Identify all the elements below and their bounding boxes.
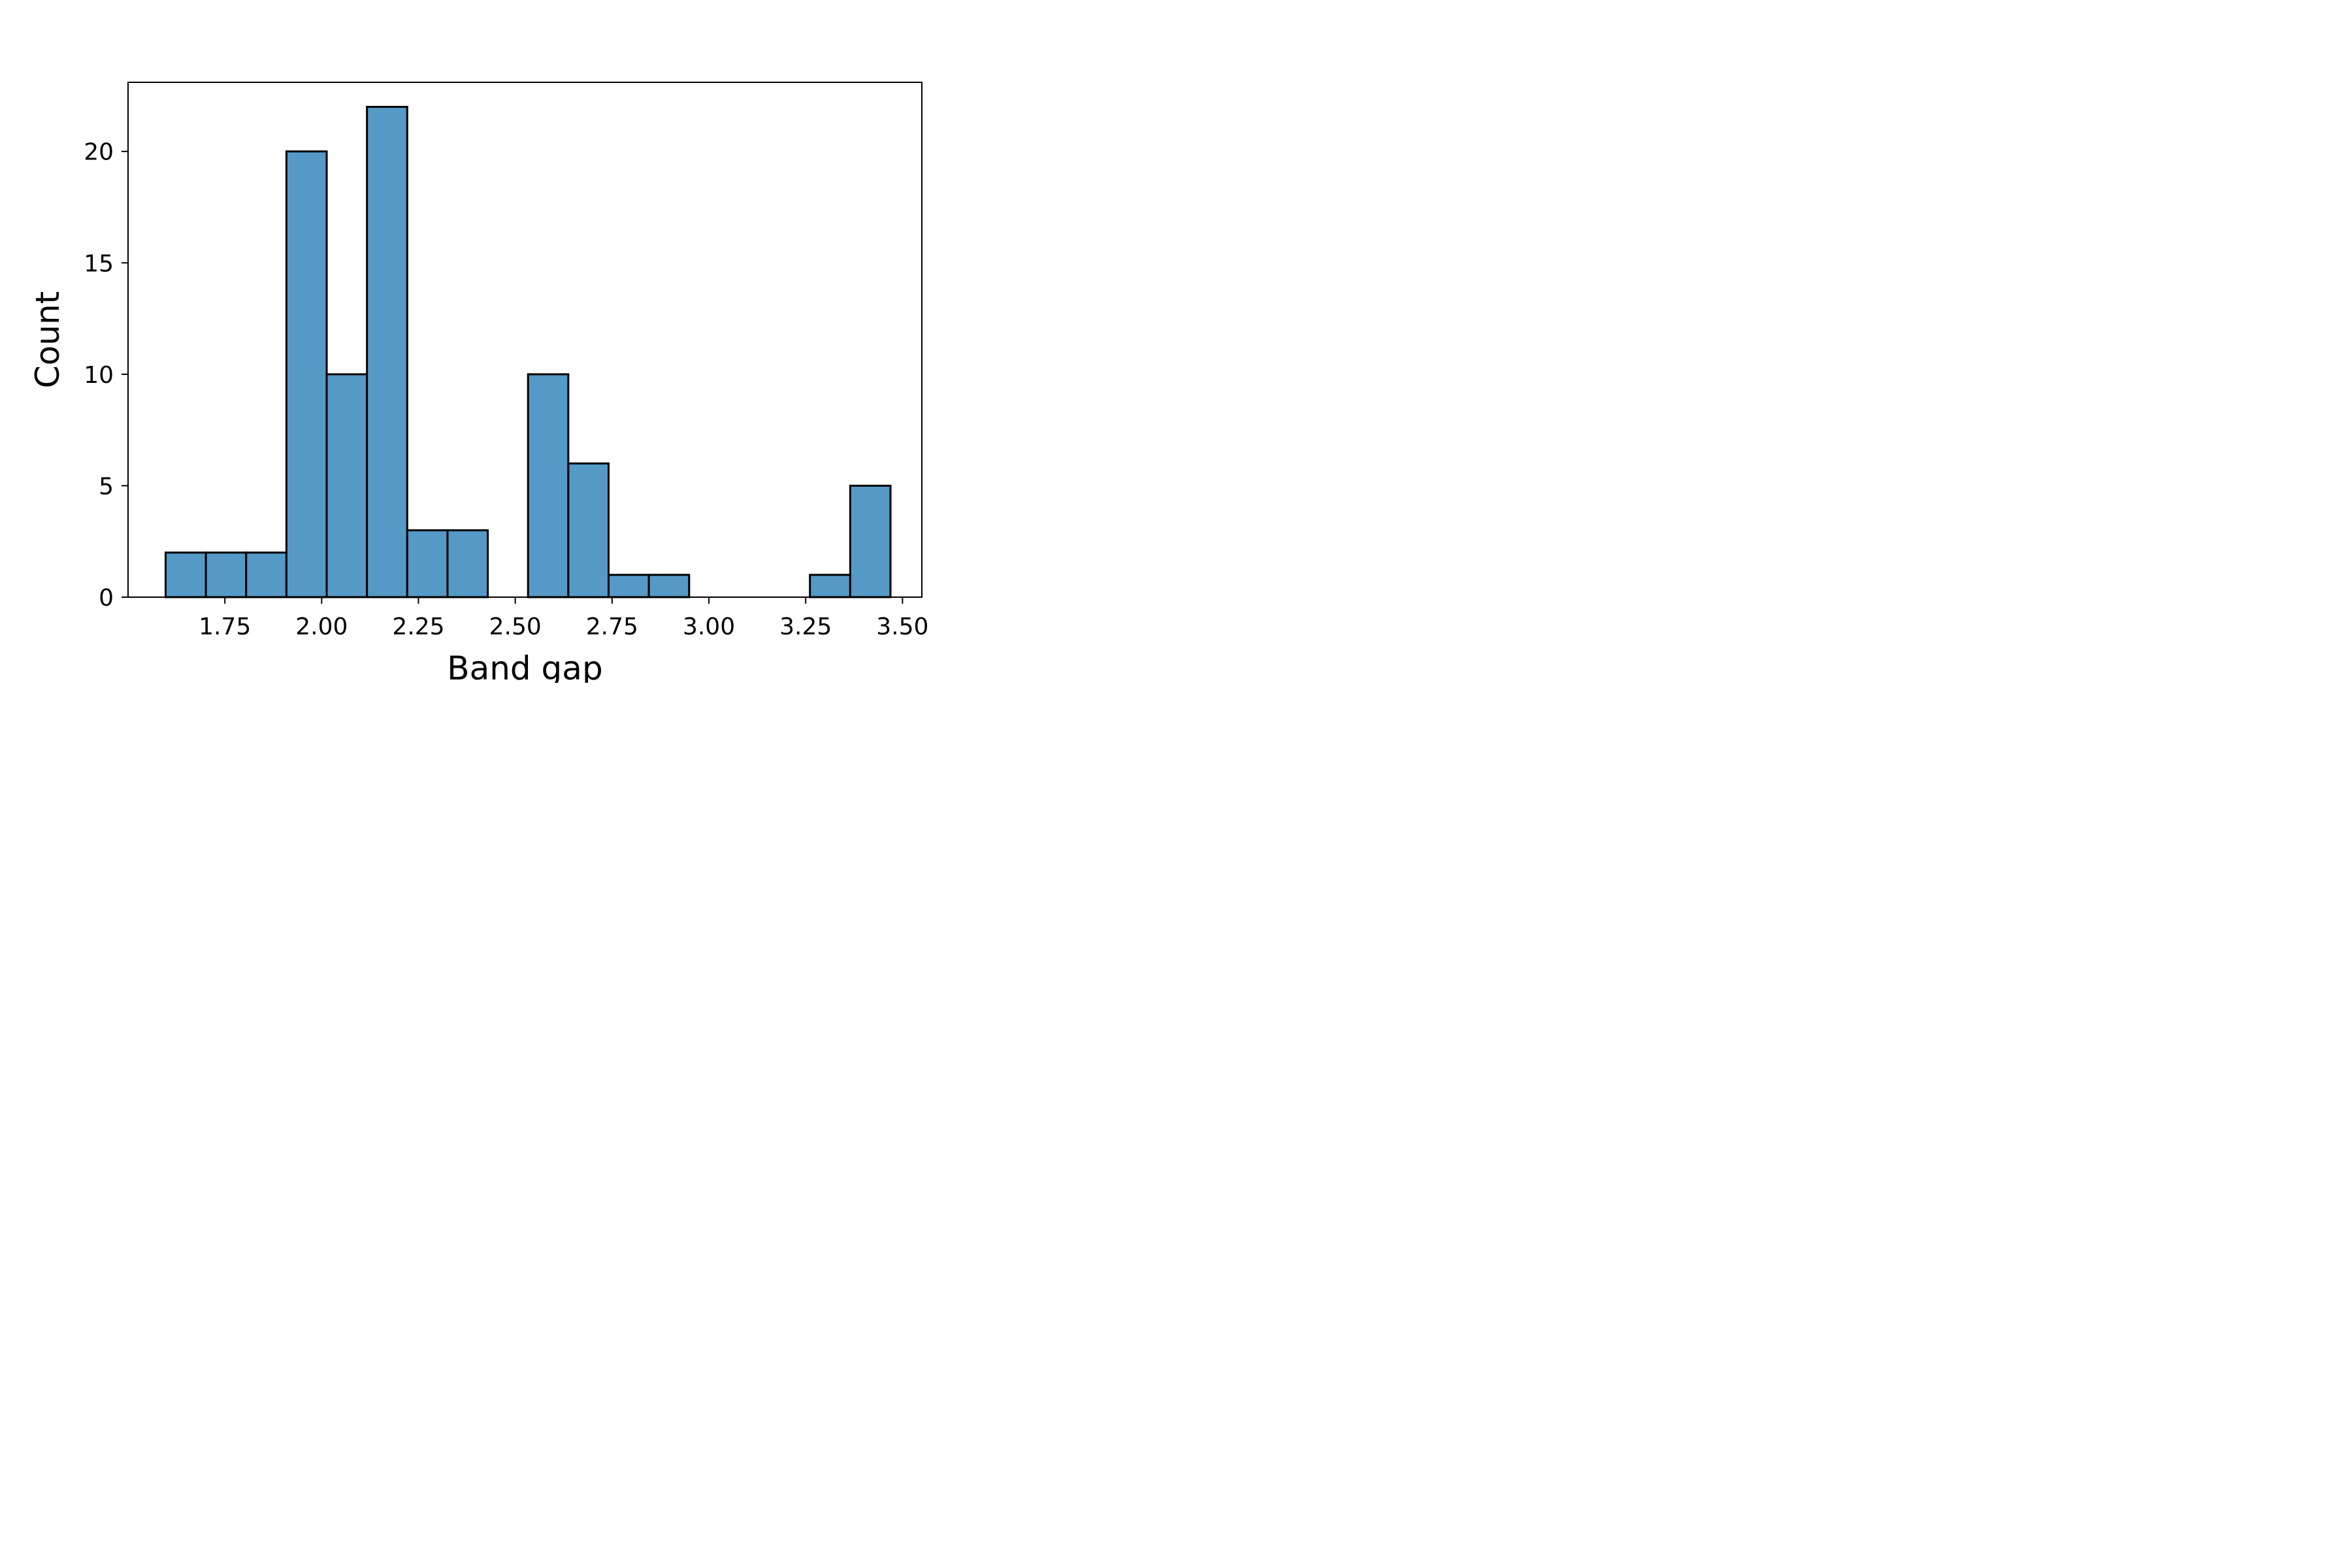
histogram-bar bbox=[608, 574, 650, 598]
x-axis: 1.75 2.00 2.25 2.50 2.75 3.00 3.25 3.50 bbox=[199, 597, 928, 640]
y-axis-label: Count bbox=[29, 291, 67, 389]
x-tick-label: 3.25 bbox=[779, 613, 832, 640]
histogram-bar bbox=[366, 106, 408, 598]
histogram-bar bbox=[325, 373, 368, 598]
chart: 1.75 2.00 2.25 2.50 2.75 3.00 3.25 3.50 0 5 10 15 2… bbox=[0, 0, 1010, 687]
histogram-svg: 1.75 2.00 2.25 2.50 2.75 3.00 3.25 3.50 0 5 10 15 2… bbox=[29, 82, 928, 687]
y-tick-label: 10 bbox=[84, 362, 114, 389]
y-tick-label: 15 bbox=[84, 250, 114, 277]
histogram-bar bbox=[809, 574, 851, 598]
histogram-bar bbox=[285, 150, 328, 598]
histogram-bar bbox=[647, 574, 691, 598]
histogram-bar bbox=[849, 484, 892, 598]
y-tick-label: 5 bbox=[99, 473, 114, 500]
histogram-bar bbox=[527, 373, 570, 598]
bars-group bbox=[164, 106, 892, 598]
histogram-bar bbox=[164, 551, 207, 598]
x-tick-label: 3.50 bbox=[876, 613, 928, 640]
y-axis: 0 5 10 15 20 bbox=[84, 139, 128, 612]
x-tick-label: 2.50 bbox=[489, 613, 542, 640]
plot-area-frame bbox=[127, 82, 923, 598]
x-axis-label: Band gap bbox=[447, 649, 602, 683]
histogram-bar bbox=[406, 529, 449, 598]
histogram-bar bbox=[245, 551, 287, 598]
x-tick-label: 1.75 bbox=[199, 613, 251, 640]
histogram-bar bbox=[204, 551, 248, 598]
x-tick-label: 2.00 bbox=[295, 613, 348, 640]
histogram-bar bbox=[567, 462, 610, 598]
x-tick-label: 3.00 bbox=[683, 613, 735, 640]
y-tick-label: 0 bbox=[99, 585, 114, 612]
x-tick-label: 2.75 bbox=[586, 613, 638, 640]
y-tick-label: 20 bbox=[84, 139, 114, 166]
histogram-bar bbox=[446, 529, 489, 598]
x-tick-label: 2.25 bbox=[392, 613, 444, 640]
